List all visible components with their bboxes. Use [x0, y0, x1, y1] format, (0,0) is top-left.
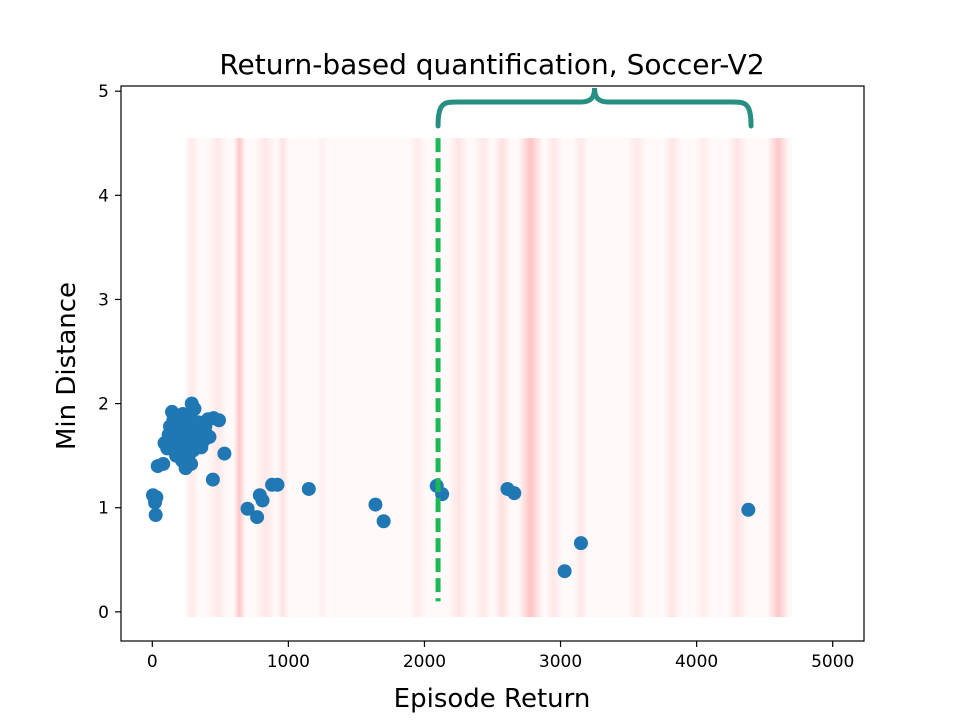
scatter-points — [145, 396, 756, 579]
annotations — [435, 87, 754, 602]
background-band — [448, 138, 469, 618]
range-brace — [435, 87, 754, 129]
x-axis-ticks: 0 1000 2000 3000 4000 5000 — [147, 641, 854, 672]
background-band — [767, 138, 790, 618]
data-point — [301, 481, 316, 496]
background-band — [184, 138, 200, 618]
y-tick-label: 0 — [98, 603, 109, 623]
background-band — [727, 138, 748, 618]
x-tick-label: 2000 — [403, 652, 446, 672]
data-point — [187, 401, 202, 416]
background-band — [695, 138, 712, 618]
data-point — [255, 493, 270, 508]
y-tick-label: 1 — [98, 499, 109, 519]
y-axis-label: Min Distance — [52, 282, 82, 450]
y-tick-label: 4 — [98, 186, 109, 206]
data-point — [217, 446, 232, 461]
data-point — [149, 490, 164, 505]
background-band — [662, 138, 682, 618]
background-band — [518, 138, 543, 618]
background-band — [233, 138, 246, 618]
x-tick-label: 4000 — [675, 652, 718, 672]
y-tick-label: 3 — [98, 290, 109, 310]
plot-frame — [120, 85, 865, 642]
data-point — [211, 413, 226, 428]
data-point — [557, 564, 572, 579]
data-point — [250, 510, 265, 525]
data-point — [240, 501, 255, 516]
y-tick-label: 2 — [98, 395, 109, 415]
background-band — [493, 138, 511, 618]
background-band — [572, 138, 590, 618]
background-band — [473, 138, 493, 618]
data-point — [507, 486, 522, 501]
background-band — [409, 138, 426, 618]
background-band — [254, 138, 277, 618]
data-point — [148, 508, 163, 523]
x-tick-label: 0 — [147, 652, 158, 672]
data-point — [205, 472, 220, 487]
background-band — [627, 138, 647, 618]
background-band — [316, 138, 329, 618]
data-point — [368, 497, 383, 512]
data-point — [741, 502, 756, 517]
x-tick-label: 5000 — [811, 652, 854, 672]
data-point — [270, 477, 285, 492]
background-bands — [184, 138, 790, 618]
data-point — [184, 456, 199, 471]
background-band — [544, 138, 563, 618]
data-point — [376, 514, 391, 529]
chart-title: Return-based quantification, Soccer-V2 — [219, 48, 764, 81]
x-tick-label: 1000 — [267, 652, 310, 672]
data-point — [573, 536, 588, 551]
x-tick-label: 3000 — [539, 652, 582, 672]
data-point — [202, 429, 217, 444]
y-axis-ticks: 0 1 2 3 4 5 — [98, 82, 121, 623]
background-band — [208, 138, 228, 618]
data-point — [156, 456, 171, 471]
x-axis-label: Episode Return — [394, 684, 591, 714]
y-tick-label: 5 — [98, 82, 109, 102]
background-band — [276, 138, 290, 618]
